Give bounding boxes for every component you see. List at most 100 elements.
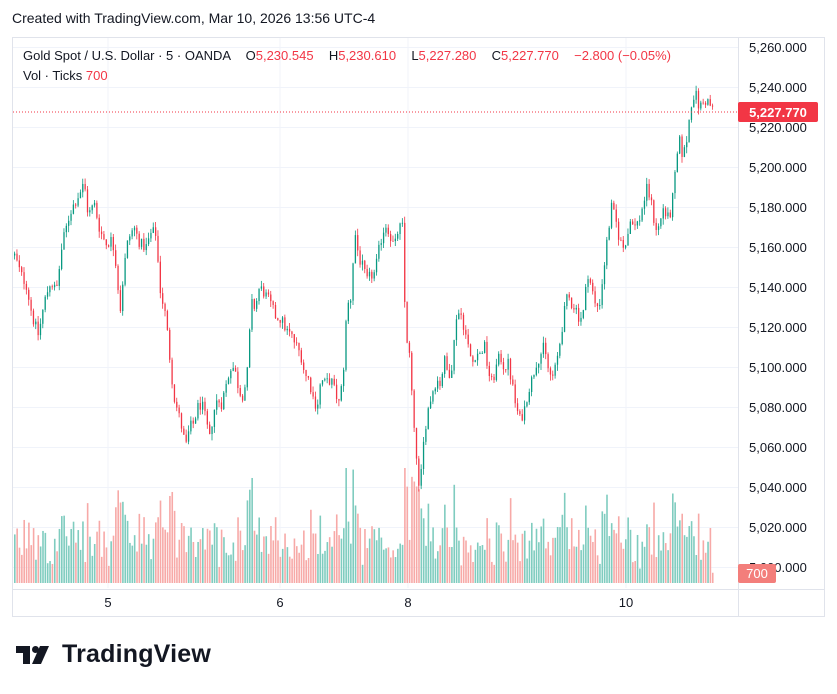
candle-body [162, 293, 164, 304]
volume-bar [444, 504, 446, 583]
volume-bar [354, 505, 357, 583]
volume-bar [650, 554, 653, 583]
volume-bar [286, 547, 289, 583]
volume-bar [542, 518, 545, 583]
candle-body [608, 227, 610, 240]
volume-bar [634, 561, 636, 583]
volume-bar [32, 528, 35, 583]
volume-bar [223, 537, 225, 583]
candle-body [204, 401, 206, 412]
volume-bar [679, 520, 681, 583]
candle-body [70, 213, 72, 221]
volume-bar [627, 517, 629, 583]
volume-bar [305, 560, 307, 583]
created-caption: Created with TradingView.com, Mar 10, 20… [12, 10, 376, 26]
candle-body [641, 208, 643, 221]
volume-bar [216, 527, 218, 583]
candle-body [566, 294, 568, 306]
candle-body [667, 212, 669, 217]
candle-body [326, 378, 328, 380]
candle-body [573, 307, 575, 310]
volume-bar [335, 514, 338, 583]
volume-bar [361, 564, 364, 583]
volume-bar [380, 537, 383, 583]
candle-body [237, 371, 239, 389]
volume-bar [700, 559, 702, 583]
volume-bar [540, 526, 542, 583]
volume-bar [422, 518, 425, 583]
candles [14, 85, 714, 492]
volume-bar [303, 530, 305, 583]
volume-bar [427, 503, 430, 583]
candle-body [498, 353, 500, 365]
tradingview-logo[interactable]: TradingView [16, 640, 211, 669]
candle-body [77, 198, 79, 206]
volume-bar [516, 542, 519, 583]
volume-bar [484, 549, 486, 583]
candle-body [234, 367, 237, 372]
candle-body [599, 305, 601, 307]
candle-body [516, 403, 519, 412]
volume-bar [420, 508, 423, 583]
volume-bar [493, 564, 495, 583]
volume-bar [535, 528, 538, 583]
volume-bar [603, 513, 606, 583]
candle-body [413, 390, 415, 428]
candle-body [51, 286, 53, 288]
volume-bar [523, 530, 526, 583]
candle-body [225, 383, 227, 393]
candle-body [105, 239, 107, 246]
candle-body [535, 367, 537, 375]
volume-bar [674, 502, 676, 583]
candle-body [164, 303, 166, 312]
volume-bar [488, 538, 491, 583]
candle-body [540, 354, 542, 364]
volume-bar [14, 534, 16, 583]
volume-bar [629, 529, 632, 583]
volume-bar [324, 550, 326, 583]
candle-body [465, 329, 467, 335]
candle-body [620, 239, 622, 241]
volume-bar [547, 541, 550, 583]
candle-body [676, 153, 678, 172]
candle-body [632, 221, 634, 225]
candle-body [446, 356, 448, 370]
legend-open-label: O [245, 48, 256, 63]
volume-bar [150, 559, 152, 583]
volume-bar [326, 542, 329, 583]
candle-body [357, 235, 359, 251]
candle-body [474, 360, 476, 362]
candle-body [373, 272, 375, 279]
x-tick-label: 5 [104, 595, 111, 610]
volume-bar [279, 556, 282, 583]
candle-body [53, 284, 56, 288]
candle-body [42, 309, 44, 324]
chart-frame[interactable] [12, 37, 825, 617]
volume-bar [406, 486, 409, 583]
volume-bar [549, 555, 552, 583]
candle-body [272, 301, 274, 305]
candle-body [89, 210, 91, 213]
candle-body [650, 197, 653, 201]
volume-bar [606, 494, 608, 583]
candle-body [390, 234, 392, 241]
candle-body [150, 232, 152, 239]
candle-body [371, 271, 373, 279]
candle-body [56, 284, 58, 286]
volume-bar [648, 527, 651, 583]
volume-bar [686, 536, 688, 583]
volume-bar [512, 540, 514, 583]
volume-bar [448, 546, 451, 583]
volume-bar [554, 537, 557, 583]
volume-bar [573, 546, 575, 583]
volume-bar [683, 535, 686, 583]
candle-body [270, 294, 272, 302]
candle-body [646, 183, 648, 201]
volume-bar [465, 540, 467, 583]
candle-body [399, 223, 401, 235]
candle-body [293, 334, 295, 343]
y-tick-label: 5,160.000 [749, 240, 807, 255]
volume-bar [373, 529, 376, 583]
volume-bar [399, 543, 401, 583]
